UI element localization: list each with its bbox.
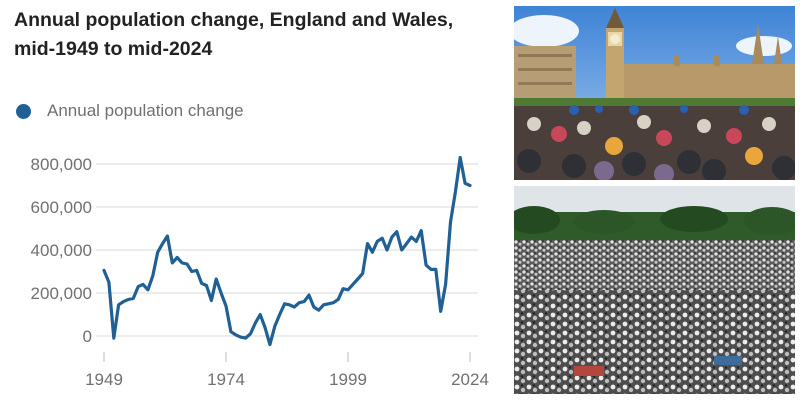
y-tick-label: 400,000 (31, 241, 92, 260)
x-tick-label: 1949 (85, 370, 123, 389)
legend-marker (16, 103, 31, 119)
line-chart: 0 200,000 400,000 600,000 800,000 1949 1974 199… (31, 155, 489, 389)
y-tick-label: 200,000 (31, 284, 92, 303)
legend-label: Annual population change (47, 101, 244, 120)
y-tick-label: 800,000 (31, 155, 92, 174)
westminster-crowd-photo (514, 6, 795, 180)
series-line-annual-population-change (102, 155, 472, 347)
y-tick-label: 0 (83, 327, 92, 346)
park-prayer-photo (514, 186, 795, 394)
x-tick-label: 1974 (207, 370, 245, 389)
chart-legend: Annual population change (14, 101, 244, 121)
x-tick-label: 1999 (329, 370, 367, 389)
y-tick-label: 600,000 (31, 198, 92, 217)
chart-title: Annual population change, England and Wa… (14, 9, 454, 60)
x-tick-label: 2024 (451, 370, 489, 389)
